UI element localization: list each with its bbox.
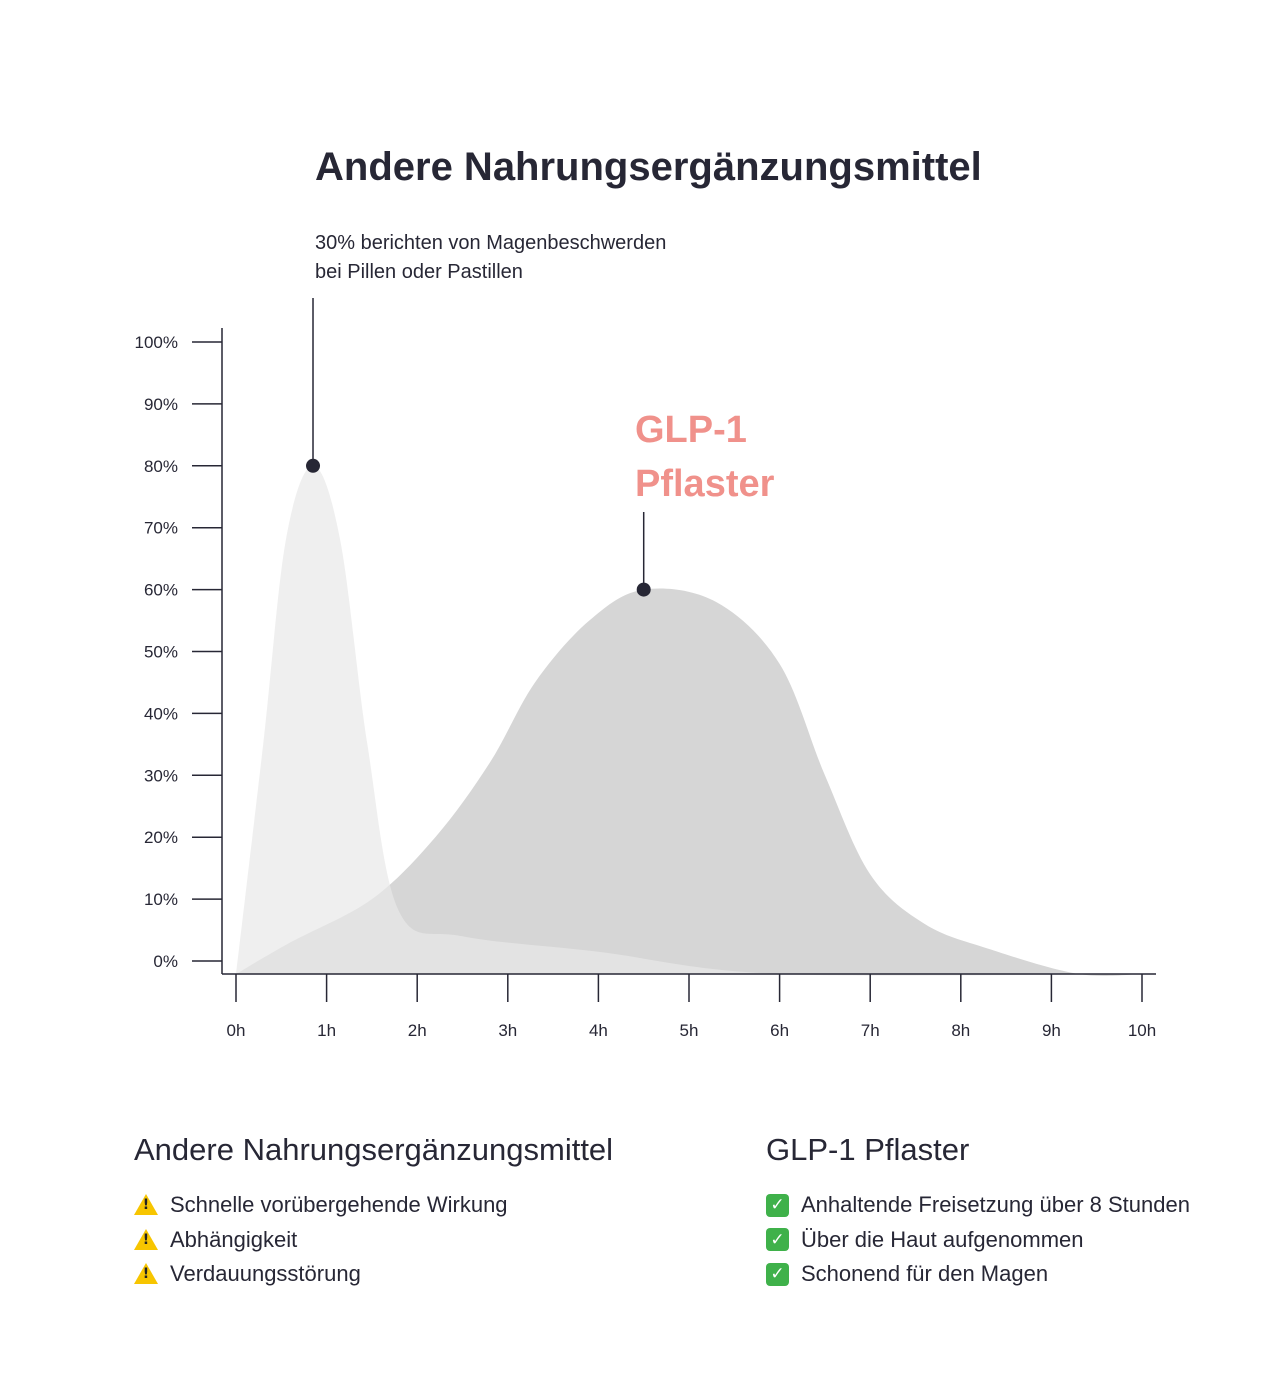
x-tick-label: 10h — [1128, 1021, 1156, 1040]
warning-icon — [134, 1263, 158, 1285]
annotation-text: bei Pillen oder Pastillen — [315, 261, 523, 283]
data-point-marker — [636, 582, 651, 597]
legend-andere: Andere Nahrungsergänzungsmittel Schnelle… — [134, 1132, 613, 1292]
x-tick-label: 6h — [770, 1021, 789, 1040]
list-item: Verdauungsstörung — [134, 1257, 613, 1292]
y-tick-label: 100% — [135, 333, 178, 352]
chart: Andere Nahrungsergänzungsmittel 100% 90% 80… — [135, 145, 1157, 1040]
y-tick-label: 20% — [144, 828, 178, 847]
warning-icon — [134, 1228, 158, 1251]
y-tick-label: 50% — [144, 643, 178, 662]
y-tick-label: 70% — [144, 519, 178, 538]
check-icon: ✓ — [766, 1193, 789, 1217]
x-tick-label: 7h — [861, 1021, 880, 1040]
list-item: ✓ Über die Haut aufgenommen — [766, 1223, 1190, 1258]
list-item: Abhängigkeit — [134, 1223, 613, 1258]
y-tick-label: 60% — [144, 581, 178, 600]
legend-glp1-list: ✓ Anhaltende Freisetzung über 8 Stunden ✓… — [766, 1188, 1190, 1292]
legend-glp1-heading: GLP-1 Pflaster — [766, 1132, 970, 1167]
list-item-label: Schonend für den Magen — [801, 1261, 1049, 1287]
annotation-label: GLP-1 — [635, 409, 747, 451]
y-tick-label: 90% — [144, 395, 178, 414]
legend-andere-heading: Andere Nahrungsergänzungsmittel — [134, 1132, 614, 1167]
y-tick-label: 0% — [153, 952, 178, 971]
check-icon: ✓ — [766, 1228, 789, 1252]
x-tick-label: 4h — [589, 1021, 608, 1040]
list-item: ✓ Anhaltende Freisetzung über 8 Stunden — [766, 1188, 1190, 1223]
y-tick-label: 10% — [144, 890, 178, 909]
x-tick-label: 3h — [498, 1021, 517, 1040]
series-area-andere — [236, 465, 1142, 976]
annotation-label: Pflaster — [635, 463, 775, 505]
list-item-label: Über die Haut aufgenommen — [801, 1226, 1084, 1252]
y-tick-label: 40% — [144, 704, 178, 723]
list-item-label: Verdauungsstörung — [170, 1261, 361, 1287]
warning-icon — [134, 1194, 158, 1216]
list-item: Schnelle vorübergehende Wirkung — [134, 1188, 613, 1223]
data-point-marker — [306, 458, 321, 473]
y-tick-label: 30% — [144, 766, 178, 785]
x-tick-label: 0h — [227, 1021, 246, 1040]
chart-title: Andere Nahrungsergänzungsmittel — [315, 145, 982, 189]
x-tick-label: 9h — [1042, 1021, 1061, 1040]
annotation-text: 30% berichten von Magenbeschwerden — [315, 232, 666, 254]
list-item-label: Anhaltende Freisetzung über 8 Stunden — [801, 1192, 1190, 1218]
x-tick-label: 5h — [680, 1021, 699, 1040]
x-tick-label: 8h — [951, 1021, 970, 1040]
list-item-label: Schnelle vorübergehende Wirkung — [170, 1192, 508, 1218]
x-tick-label: 1h — [317, 1021, 336, 1040]
series-area-glp1 — [236, 588, 1142, 976]
legend-glp1: GLP-1 Pflaster ✓ Anhaltende Freisetzung ü… — [766, 1132, 1190, 1292]
list-item: ✓ Schonend für den Magen — [766, 1257, 1190, 1292]
x-tick-label: 2h — [408, 1021, 427, 1040]
list-item-label: Abhängigkeit — [170, 1226, 298, 1252]
check-icon: ✓ — [766, 1262, 789, 1286]
y-tick-label: 80% — [144, 457, 178, 476]
legend-andere-list: Schnelle vorübergehende Wirkung Abhängig… — [134, 1188, 613, 1292]
